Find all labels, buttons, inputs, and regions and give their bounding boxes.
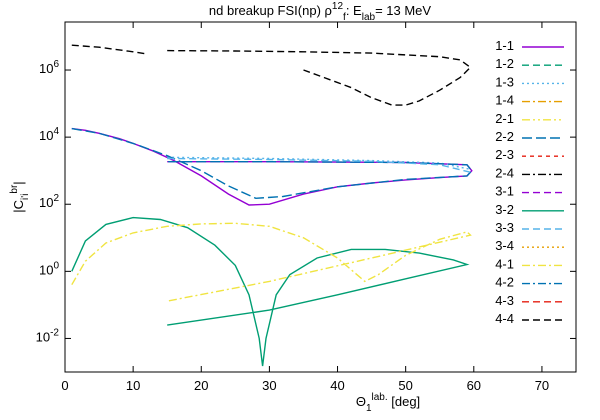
x-tick-label: 30: [262, 378, 276, 393]
series-line: [71, 222, 472, 302]
x-tick-label: 60: [467, 378, 481, 393]
x-tick-label: 0: [61, 378, 68, 393]
legend-label: 4-3: [495, 293, 514, 308]
y-tick-label: 104: [39, 126, 59, 143]
legend-label: 2-4: [495, 166, 514, 181]
legend-label: 2-2: [495, 129, 514, 144]
x-tick-label: 70: [535, 378, 549, 393]
legend-label: 4-2: [495, 275, 514, 290]
legend-label: 4-1: [495, 257, 514, 272]
legend-label: 1-2: [495, 57, 514, 72]
y-tick-label: 106: [39, 59, 59, 76]
y-tick-label: 100: [39, 260, 59, 277]
series-line: [167, 157, 471, 173]
legend-label: 3-1: [495, 184, 514, 199]
legend-label: 3-2: [495, 202, 514, 217]
legend-label: 1-1: [495, 38, 514, 53]
chart-title: nd breakup FSI(np) ρ12f: Elab= 13 MeV: [209, 1, 432, 23]
legend-label: 2-3: [495, 148, 514, 163]
x-axis-label: Θ1lab. [deg]: [356, 392, 420, 414]
y-tick-label: 10-2: [36, 328, 60, 345]
x-tick-label: 50: [398, 378, 412, 393]
x-tick-label: 40: [330, 378, 344, 393]
x-tick-label: 10: [126, 378, 140, 393]
legend-label: 2-1: [495, 111, 514, 126]
legend-label: 3-3: [495, 220, 514, 235]
legend-label: 3-4: [495, 239, 514, 254]
y-axis-label: |Ci'ibr|: [9, 181, 31, 212]
y-tick-label: 102: [39, 193, 59, 210]
x-tick-label: 20: [194, 378, 208, 393]
legend-label: 1-3: [495, 75, 514, 90]
series-line: [71, 216, 470, 367]
series-line: [71, 127, 473, 200]
series-line: [71, 44, 472, 106]
legend-label: 1-4: [495, 93, 514, 108]
plot-frame: [64, 21, 577, 373]
legend-label: 4-4: [495, 311, 514, 326]
